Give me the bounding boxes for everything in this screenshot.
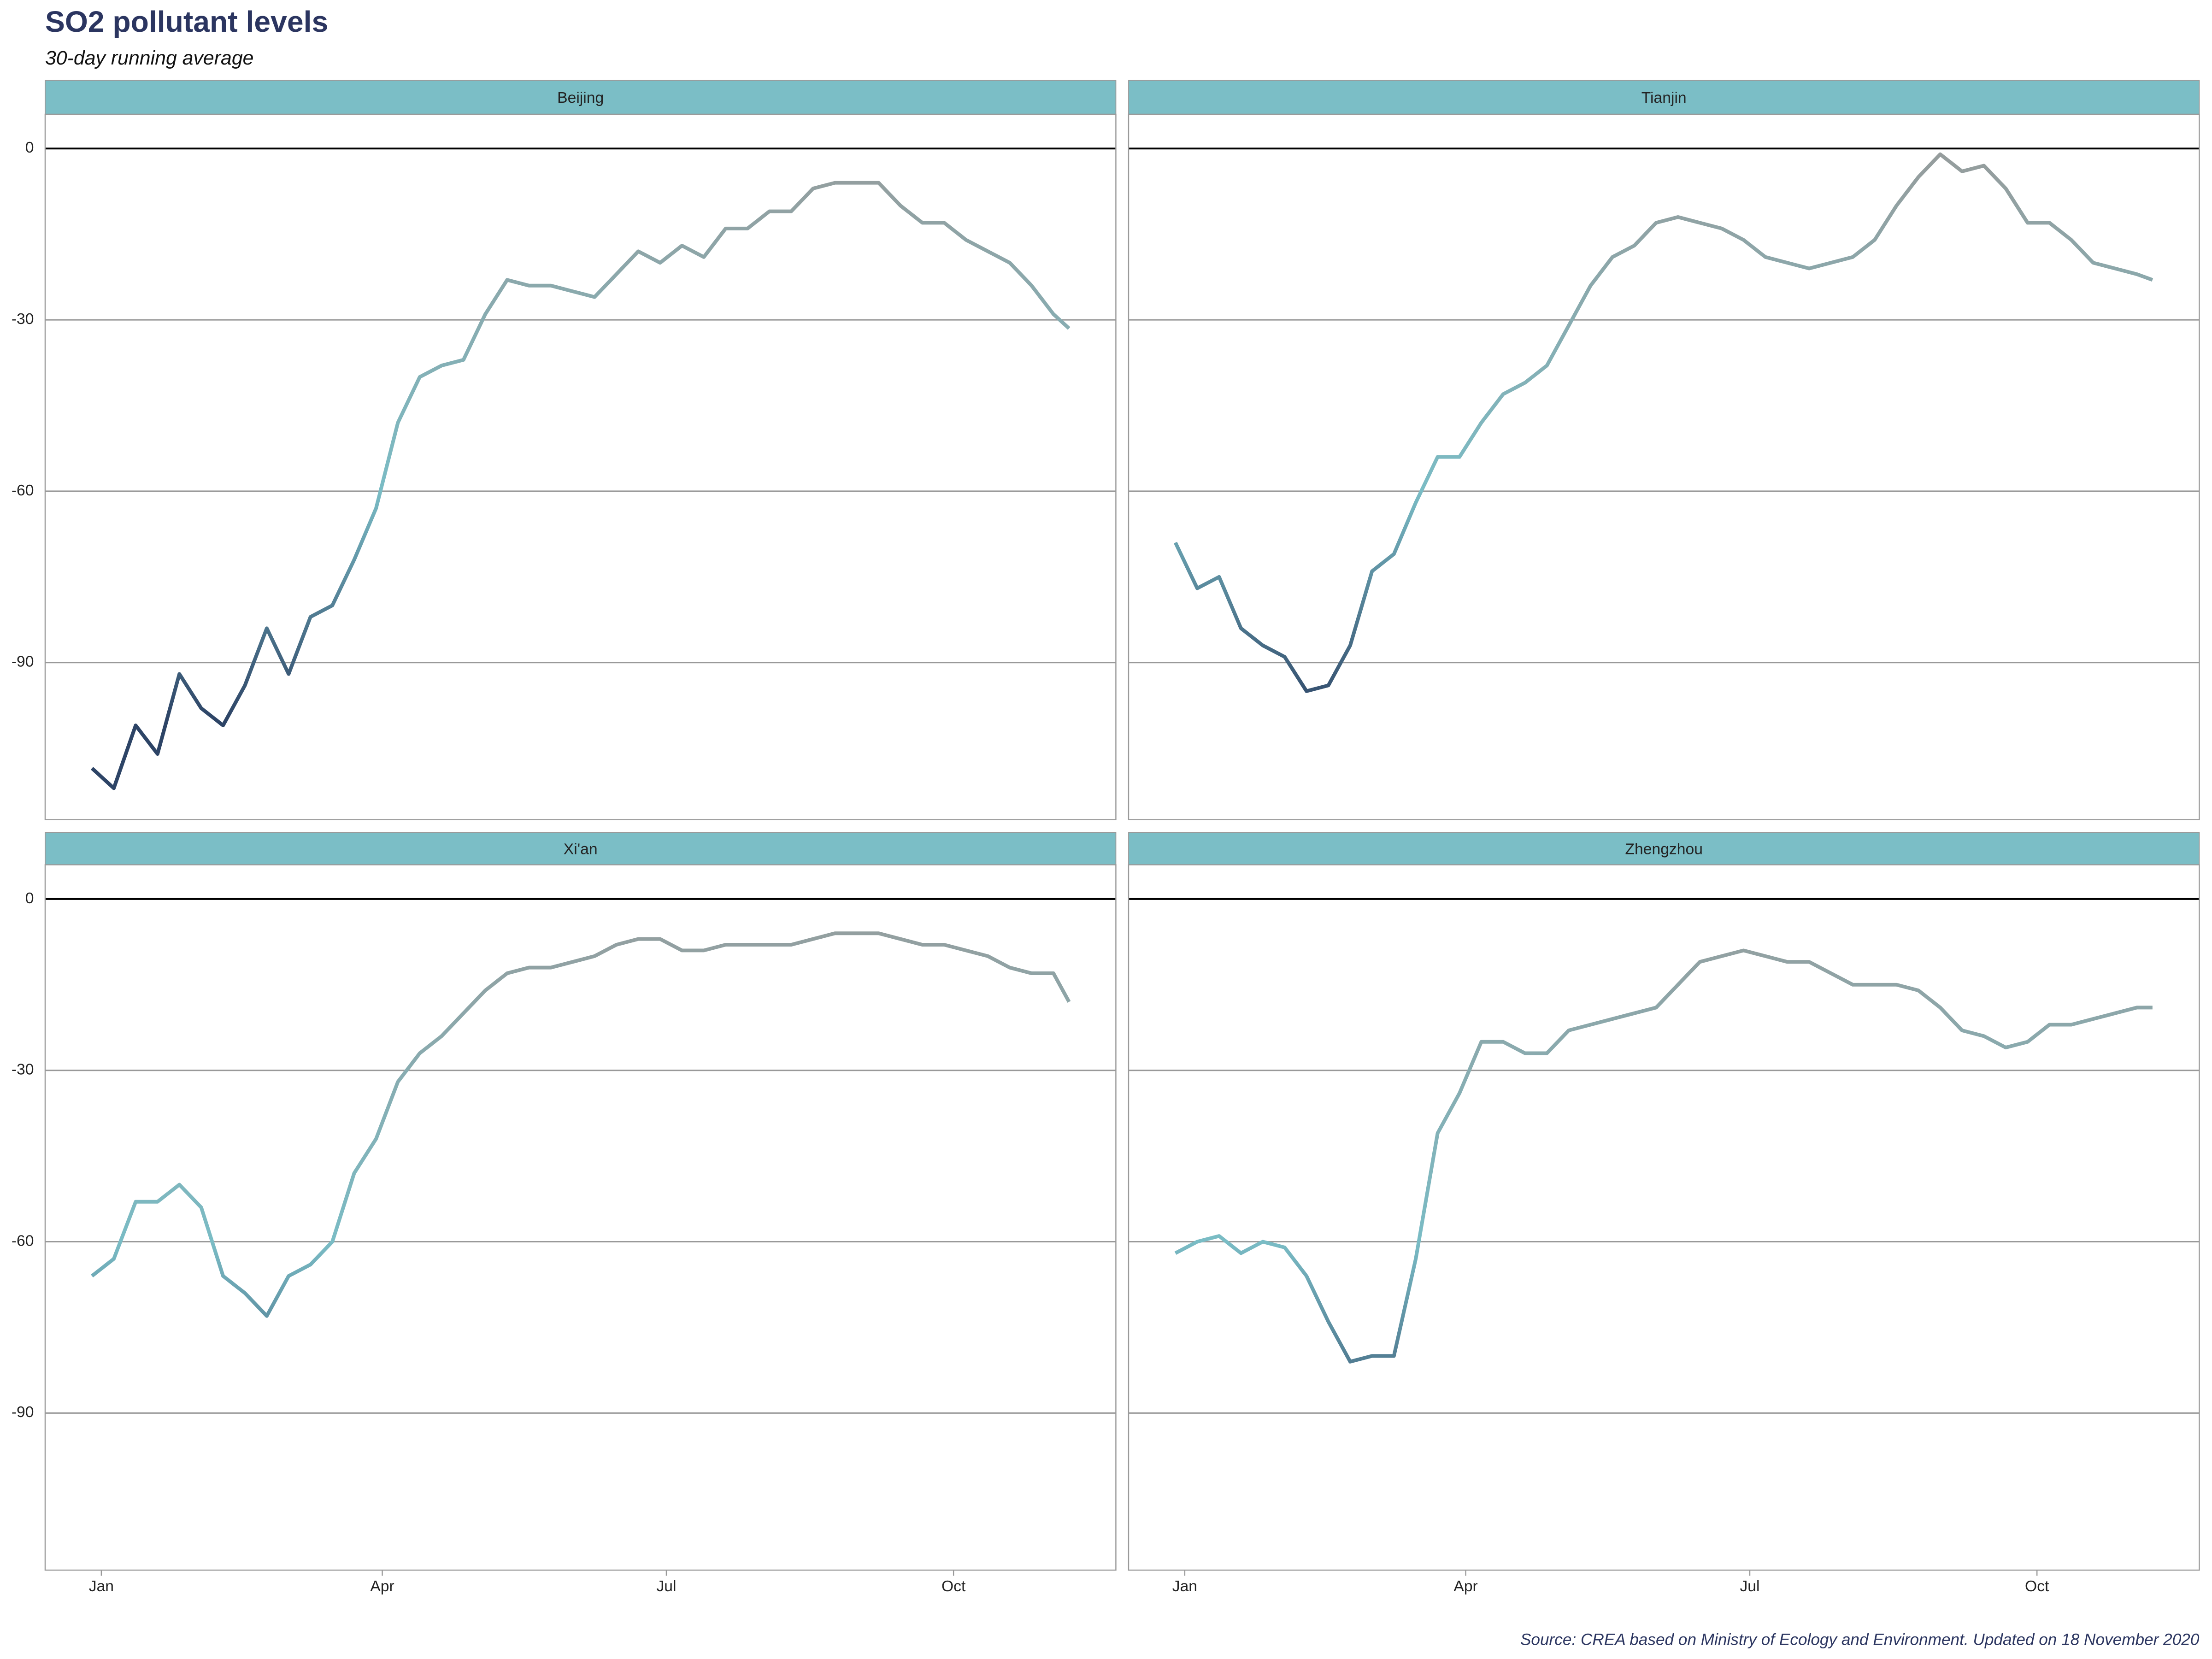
x-tick-label: Jul	[1740, 1578, 1759, 1595]
series-line	[91, 931, 1071, 1318]
facet-title: Zhengzhou	[1625, 841, 1703, 858]
chart-title: SO2 pollutant levels	[45, 5, 328, 38]
y-tick-label: -90	[12, 653, 34, 671]
y-tick-label: -30	[12, 311, 34, 328]
x-tick-label: Oct	[2025, 1578, 2049, 1595]
facet-strip	[45, 832, 1117, 865]
y-tick-label: 0	[25, 890, 34, 907]
facet-title: Beijing	[557, 89, 604, 106]
x-tick-label: Jul	[656, 1578, 676, 1595]
caption: Source: CREA based on Ministry of Ecolog…	[1520, 1631, 2200, 1649]
y-tick-label: -60	[12, 482, 34, 499]
facet-title: Tianjin	[1641, 89, 1687, 106]
y-tick-label: 0	[25, 139, 34, 156]
panel-border	[1128, 864, 2200, 1571]
panel-border	[44, 113, 1117, 820]
facet-strip	[1128, 80, 2200, 115]
x-tick-label: Jan	[89, 1578, 114, 1595]
x-tick-label: Apr	[1453, 1578, 1477, 1595]
facet-strip	[45, 80, 1117, 115]
x-tick-label: Apr	[370, 1578, 394, 1595]
facet-title: Xi'an	[564, 841, 598, 858]
series-line	[90, 181, 1071, 790]
x-tick-label: Jan	[1172, 1578, 1197, 1595]
chart-subtitle: 30-day running average	[45, 47, 254, 69]
y-tick-label: -30	[12, 1061, 34, 1078]
facet-strip	[1128, 832, 2200, 865]
series-line	[1174, 948, 2153, 1364]
y-tick-label: -60	[12, 1232, 34, 1249]
panel-border	[1128, 113, 2200, 820]
y-tick-label: -90	[12, 1404, 34, 1421]
series-line	[1173, 152, 2153, 693]
panel-border	[44, 864, 1117, 1571]
x-tick-label: Oct	[941, 1578, 966, 1595]
